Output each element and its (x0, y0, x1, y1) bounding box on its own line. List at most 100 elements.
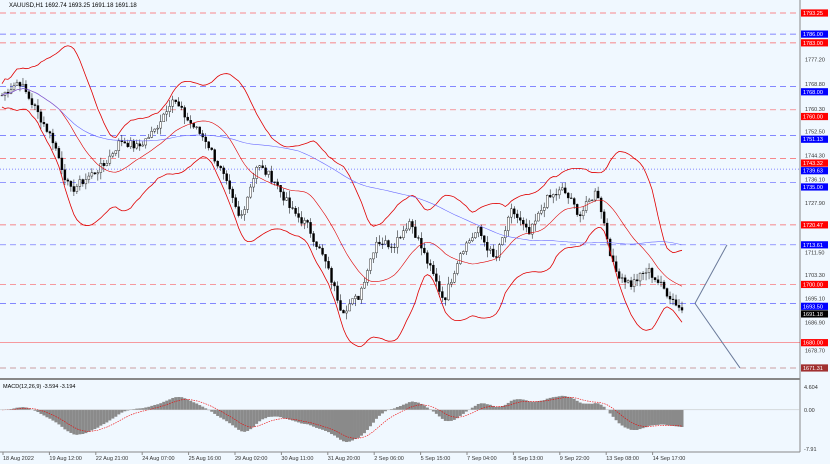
macd-bar (144, 407, 148, 410)
level-price-label: 1691.18 (803, 312, 823, 318)
x-tick-label: 5 Sep 15:00 (421, 456, 451, 462)
candle-body (321, 247, 324, 255)
candle-body (599, 197, 603, 213)
macd-bar (407, 402, 411, 410)
macd-bar (518, 399, 522, 410)
projection-arrow (694, 244, 728, 304)
candle-body (498, 244, 501, 258)
macd-bar (608, 409, 612, 414)
macd-bar (620, 409, 624, 426)
candle-body (93, 172, 97, 175)
candle-body (0, 95, 4, 97)
candle-body (569, 197, 573, 199)
candle-body (123, 141, 127, 144)
macd-bar (288, 409, 292, 420)
macd-bar (617, 409, 621, 424)
level-price-label: 1713.61 (803, 243, 823, 249)
level-price-badge (801, 221, 828, 229)
macd-bar (267, 409, 271, 417)
macd-bar (246, 409, 250, 431)
macd-bar (321, 409, 325, 430)
x-tick-label: 29 Aug 02:00 (235, 456, 267, 462)
macd-bar (198, 405, 202, 410)
candle-body (501, 237, 504, 245)
candle-body (159, 121, 162, 129)
candle-body (24, 83, 28, 93)
x-tick-label: 8 Sep 13:00 (513, 456, 543, 462)
macd-bar (294, 409, 298, 422)
macd-bar (210, 409, 214, 412)
candle-body (177, 101, 180, 107)
candle-body (138, 143, 141, 147)
candle-body (680, 307, 684, 311)
candle-body (255, 167, 258, 179)
macd-tick-label: 4.604 (804, 385, 818, 391)
candle-body (662, 281, 666, 289)
candle-body (60, 157, 64, 170)
candle-body (210, 147, 213, 150)
macd-bar (87, 409, 91, 432)
candle-body (288, 197, 291, 208)
macd-bar (309, 409, 313, 426)
candle-body (578, 214, 582, 217)
macd-bar (150, 405, 154, 410)
candle-body (489, 248, 492, 251)
candle-body (330, 267, 333, 283)
macd-bar (183, 398, 187, 410)
candle-body (426, 252, 429, 264)
candle-body (33, 104, 37, 106)
candle-body (623, 277, 627, 283)
y-tick-label: 1736.10 (805, 177, 825, 183)
candle-body (57, 148, 61, 159)
candle-body (195, 126, 198, 128)
y-tick-label: 1727.90 (805, 201, 825, 207)
candle-body (456, 263, 459, 274)
x-tick-label: 18 Aug 2022 (3, 456, 34, 462)
candle-body (282, 191, 285, 201)
macd-bar (344, 409, 348, 443)
macd-bar (587, 403, 591, 410)
bollinger-middle (1, 88, 683, 287)
candle-body (150, 131, 153, 138)
candle-body (554, 194, 558, 196)
macd-bar (470, 407, 474, 410)
candle-body (519, 217, 522, 221)
macd-bar (318, 409, 322, 429)
macd-bar (324, 409, 328, 431)
level-price-badge (801, 183, 828, 191)
macd-bar (96, 409, 100, 428)
macd-bar (261, 409, 265, 420)
macd-bar (539, 400, 543, 410)
candle-body (363, 282, 366, 289)
level-price-label: 1693.50 (803, 304, 823, 310)
candle-body (42, 122, 46, 125)
macd-bar (488, 404, 492, 410)
candle-body (668, 296, 672, 300)
macd-bar (78, 409, 82, 435)
macd-bar (141, 408, 145, 410)
level-price-label: 1720.47 (803, 223, 823, 229)
macd-bar (626, 409, 630, 429)
candle-body (495, 256, 498, 258)
candle-body (312, 233, 315, 242)
level-price-label: 1735.00 (803, 185, 823, 191)
candle-body (336, 285, 339, 301)
level-price-badge (801, 280, 828, 289)
candle-body (81, 179, 85, 185)
macd-bar (638, 409, 642, 430)
macd-bar (443, 409, 447, 421)
candle-body (36, 105, 40, 113)
candle-body (276, 181, 279, 186)
macd-bar (327, 409, 331, 433)
macd-bar (380, 409, 384, 414)
macd-bar (623, 409, 627, 428)
macd-bar (51, 409, 55, 421)
macd-bar (674, 409, 678, 427)
macd-tick-label: 0.00 (804, 408, 815, 414)
candle-body (614, 261, 618, 272)
candle-body (516, 213, 519, 218)
macd-bar (303, 409, 307, 424)
candle-body (48, 131, 52, 134)
